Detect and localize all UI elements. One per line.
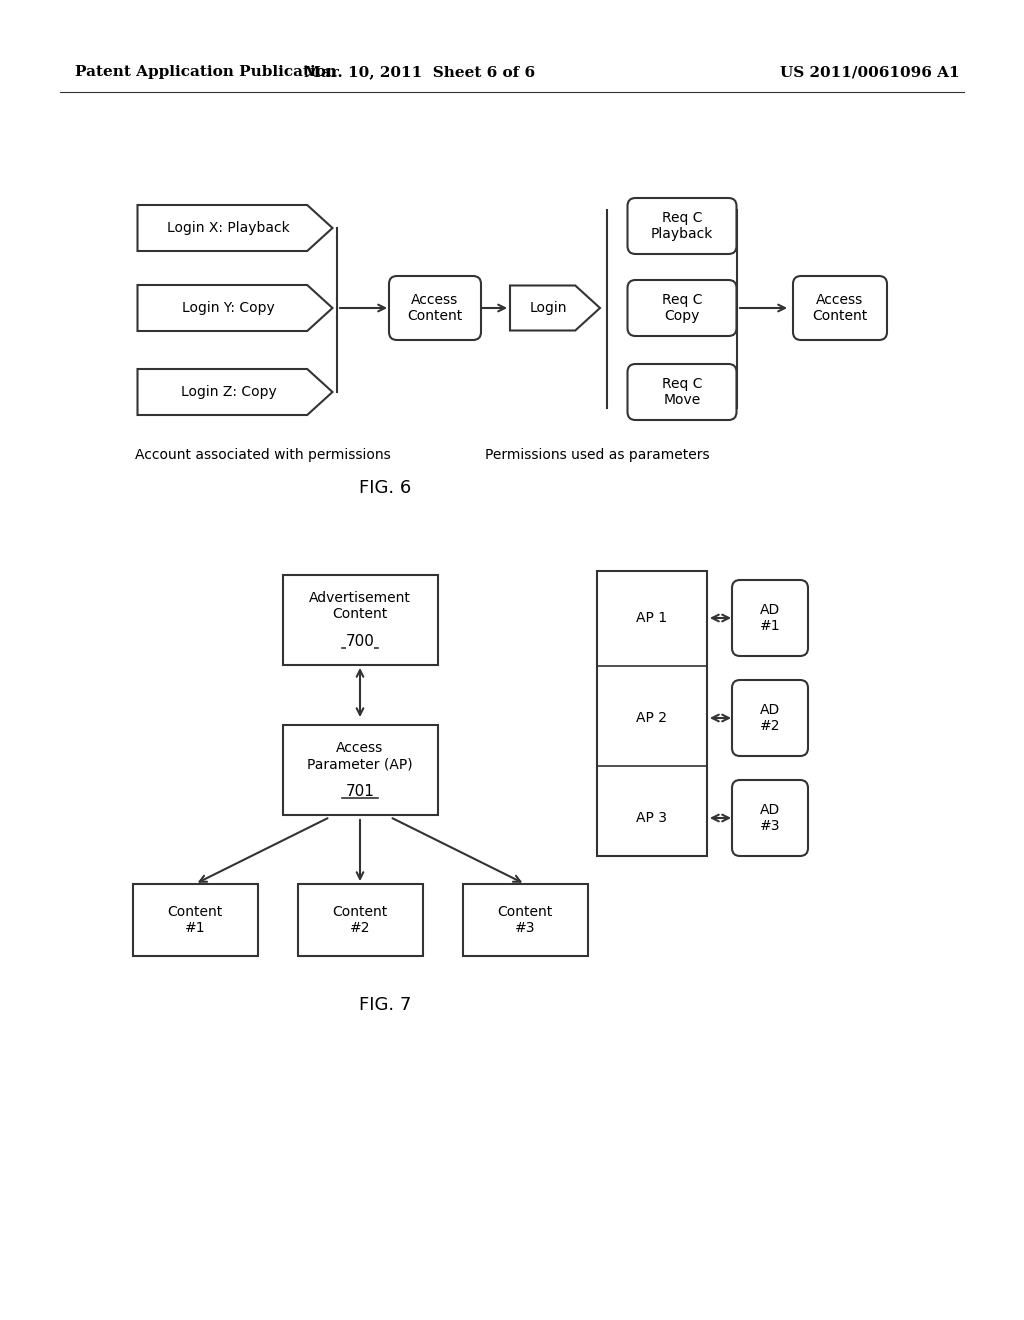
Text: Content
#3: Content #3 (498, 906, 553, 935)
Text: Access
Content: Access Content (812, 293, 867, 323)
Polygon shape (510, 285, 600, 330)
FancyBboxPatch shape (732, 780, 808, 855)
Bar (283, 725, 437, 814)
Text: 701: 701 (345, 784, 375, 800)
FancyBboxPatch shape (628, 364, 736, 420)
Polygon shape (137, 370, 333, 414)
Text: Access
Parameter (AP): Access Parameter (AP) (307, 741, 413, 771)
Polygon shape (137, 285, 333, 331)
Text: Login Y: Copy: Login Y: Copy (182, 301, 275, 315)
Text: Account associated with permissions: Account associated with permissions (135, 447, 391, 462)
Bar (298, 884, 423, 956)
Text: US 2011/0061096 A1: US 2011/0061096 A1 (780, 65, 959, 79)
Text: Content
#2: Content #2 (333, 906, 388, 935)
Text: AD
#1: AD #1 (760, 603, 780, 634)
Text: AD
#3: AD #3 (760, 803, 780, 833)
Text: AP 2: AP 2 (637, 711, 668, 725)
Text: Login X: Playback: Login X: Playback (167, 220, 290, 235)
Text: Patent Application Publication: Patent Application Publication (75, 65, 337, 79)
Text: Login Z: Copy: Login Z: Copy (181, 385, 276, 399)
Bar (283, 576, 437, 665)
Text: Req C
Move: Req C Move (662, 378, 702, 407)
Bar (463, 884, 588, 956)
FancyBboxPatch shape (732, 680, 808, 756)
Text: AD
#2: AD #2 (760, 702, 780, 733)
Bar (597, 570, 707, 855)
Text: Req C
Playback: Req C Playback (651, 211, 713, 242)
Text: 700: 700 (345, 635, 375, 649)
FancyBboxPatch shape (628, 280, 736, 337)
Text: AP 3: AP 3 (637, 810, 668, 825)
Text: FIG. 7: FIG. 7 (358, 997, 412, 1014)
Text: Permissions used as parameters: Permissions used as parameters (485, 447, 710, 462)
FancyBboxPatch shape (732, 579, 808, 656)
Text: Req C
Copy: Req C Copy (662, 293, 702, 323)
Text: AP 1: AP 1 (637, 611, 668, 624)
FancyBboxPatch shape (793, 276, 887, 341)
Text: Login: Login (530, 301, 567, 315)
Polygon shape (137, 205, 333, 251)
Text: FIG. 6: FIG. 6 (358, 479, 411, 498)
Text: Mar. 10, 2011  Sheet 6 of 6: Mar. 10, 2011 Sheet 6 of 6 (304, 65, 536, 79)
FancyBboxPatch shape (628, 198, 736, 253)
Text: Access
Content: Access Content (408, 293, 463, 323)
Text: Content
#1: Content #1 (167, 906, 222, 935)
Text: Advertisement
Content: Advertisement Content (309, 591, 411, 622)
Bar (132, 884, 257, 956)
FancyBboxPatch shape (389, 276, 481, 341)
